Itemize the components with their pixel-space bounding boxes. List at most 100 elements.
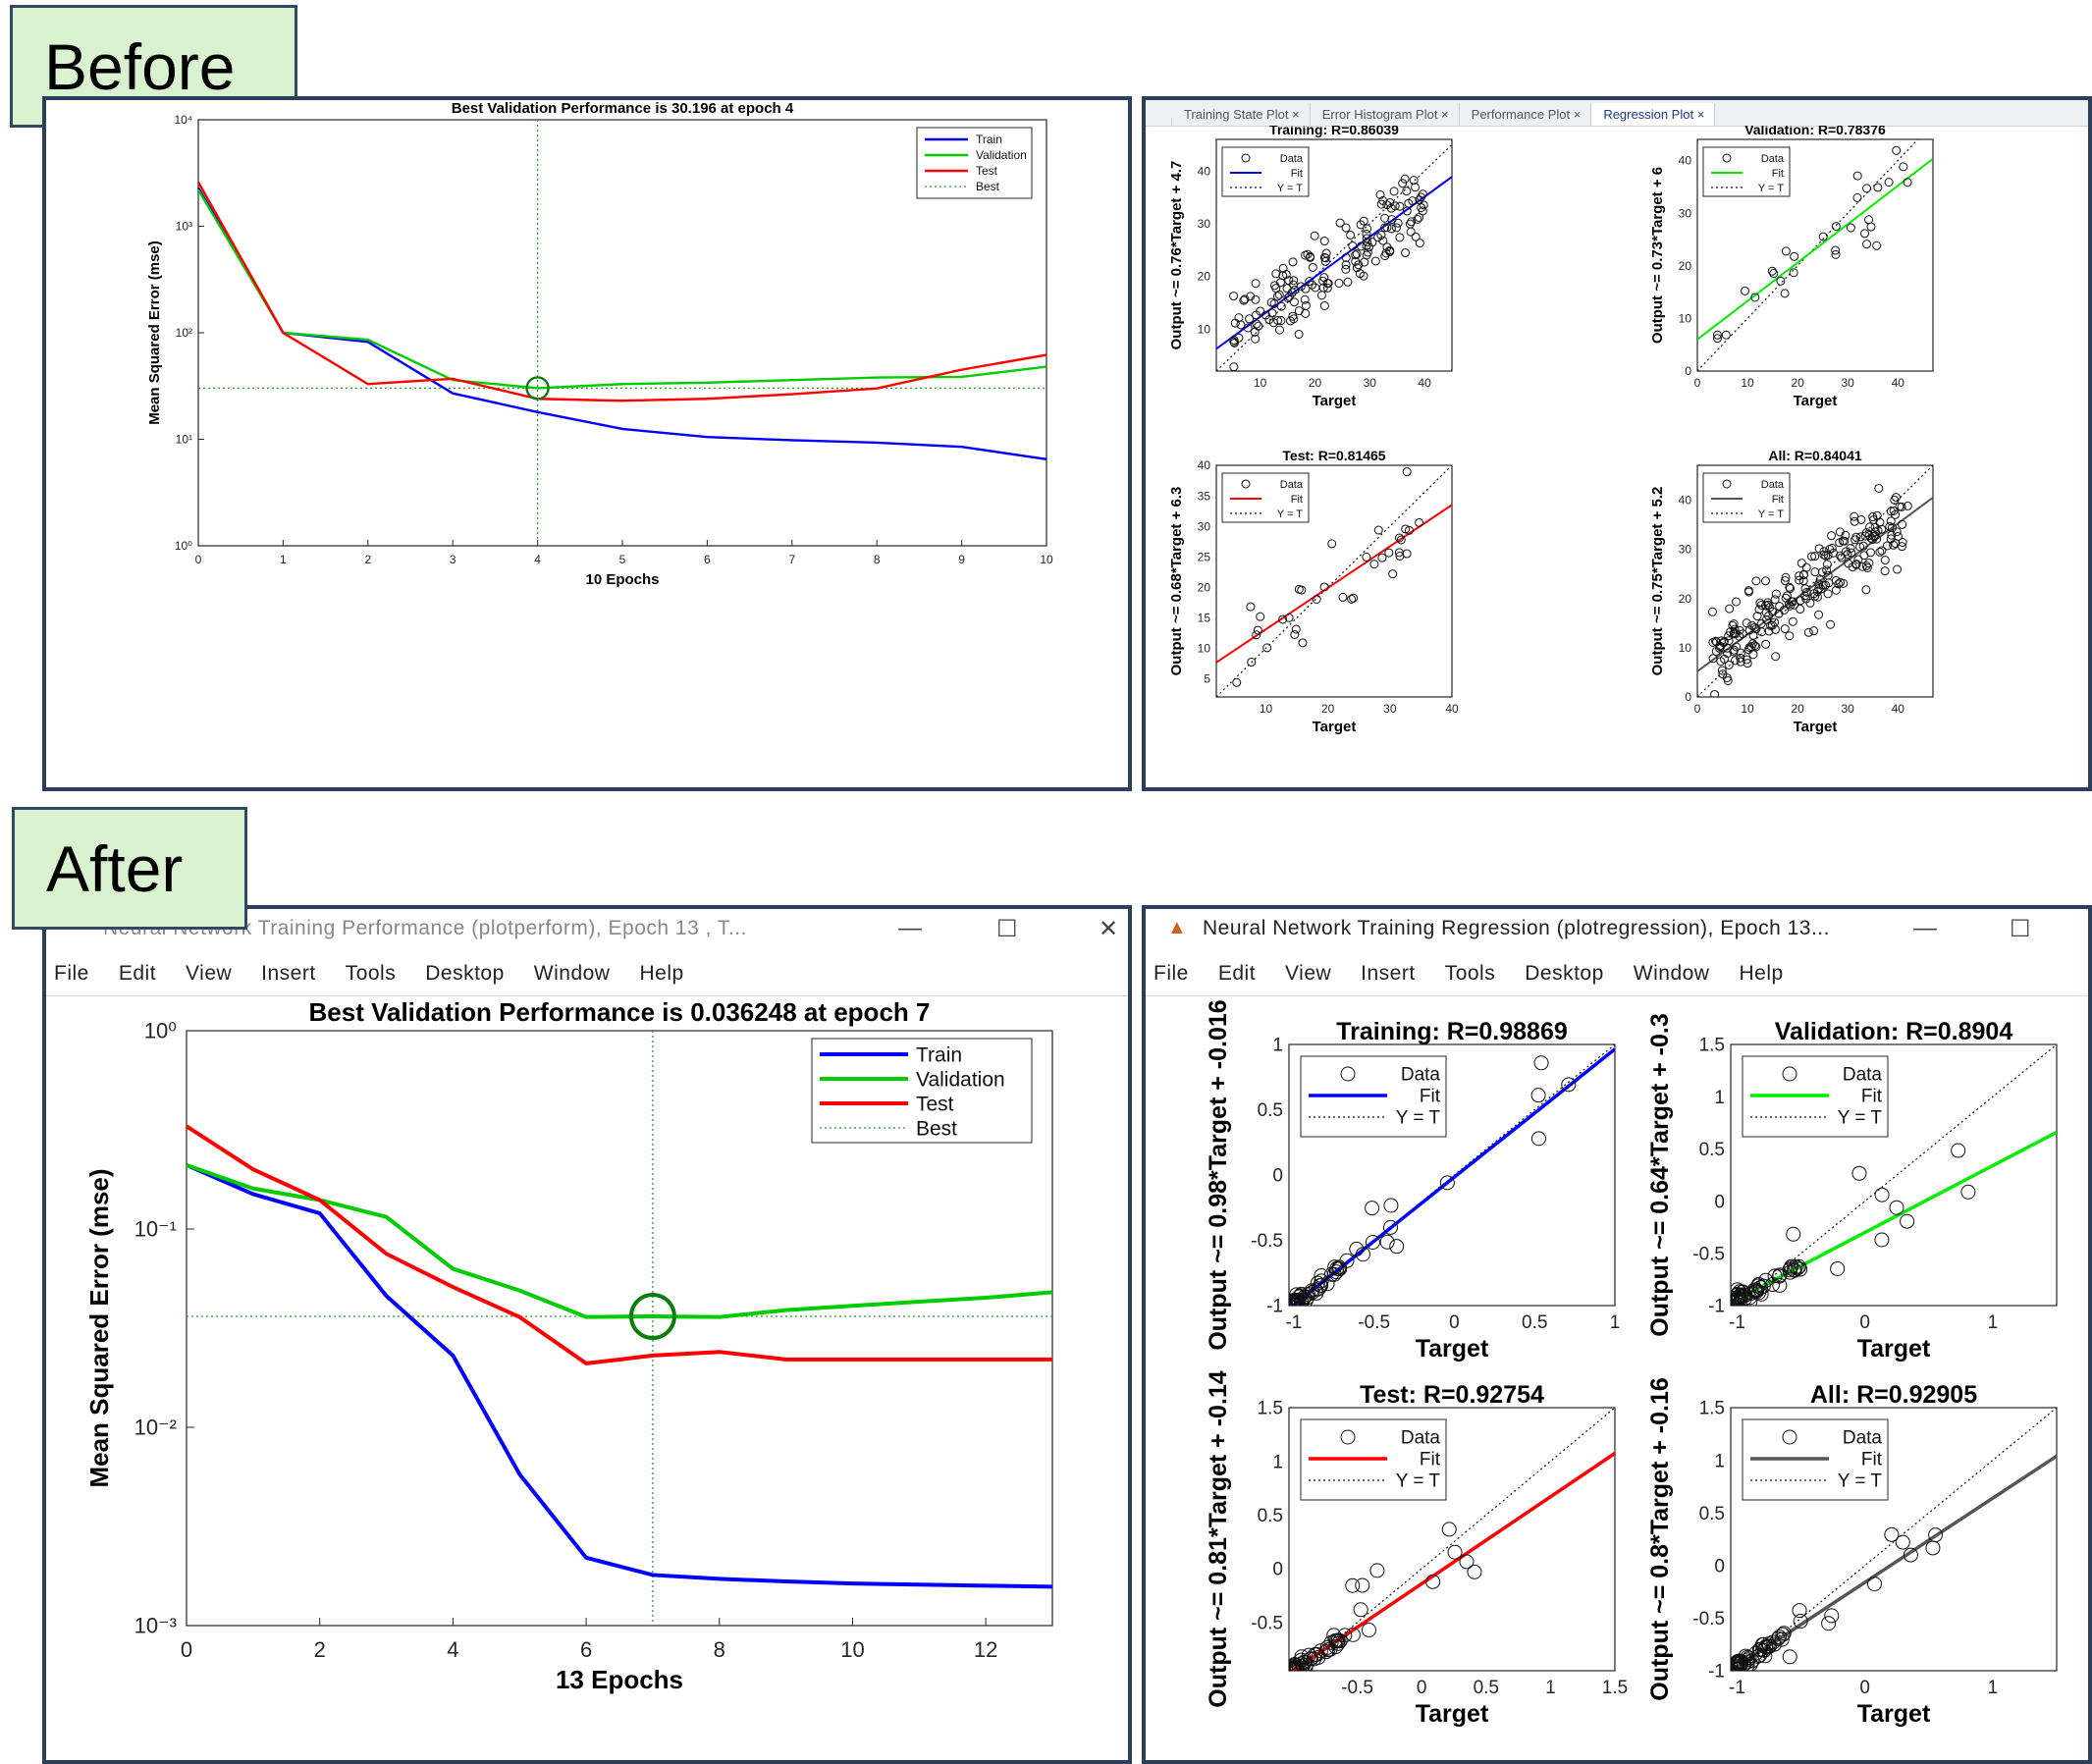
- data-point: [1839, 578, 1849, 588]
- data-point: [1782, 591, 1792, 601]
- minimize-icon[interactable]: —: [1913, 915, 1937, 941]
- data-point: [1851, 1165, 1867, 1181]
- data-point: [1731, 1655, 1745, 1671]
- data-point: [1306, 252, 1315, 262]
- menu-insert[interactable]: Insert: [1361, 962, 1416, 985]
- data-point: [1841, 547, 1851, 557]
- x-tick-label: 5: [619, 553, 626, 566]
- menu-edit[interactable]: Edit: [118, 962, 157, 985]
- data-point: [1271, 269, 1281, 279]
- data-point: [1385, 246, 1395, 256]
- data-point: [1327, 1259, 1343, 1275]
- identity-line: [1697, 139, 1919, 371]
- data-point: [1847, 548, 1856, 558]
- menu-window[interactable]: Window: [533, 962, 611, 985]
- legend-label: Data: [1280, 153, 1304, 165]
- menu-tools[interactable]: Tools: [1444, 962, 1496, 985]
- data-point: [1349, 1241, 1365, 1256]
- x-axis-label: Target: [1857, 1335, 1931, 1363]
- data-point: [1383, 1219, 1399, 1235]
- data-point: [1365, 1234, 1380, 1250]
- data-point: [1252, 319, 1261, 329]
- y-tick-label: 20: [1198, 580, 1211, 594]
- data-point: [1874, 1187, 1890, 1203]
- data-point: [1875, 517, 1885, 527]
- data-point: [1326, 1266, 1342, 1282]
- menu-help[interactable]: Help: [1739, 962, 1784, 985]
- menu-tools[interactable]: Tools: [345, 962, 397, 985]
- data-point: [1341, 252, 1351, 262]
- data-point: [1761, 615, 1771, 624]
- y-tick-label: 40: [1198, 458, 1211, 472]
- data-point: [1807, 552, 1817, 561]
- data-point: [1398, 179, 1408, 188]
- data-point: [1425, 1574, 1441, 1589]
- x-tick-label: 30: [1364, 376, 1377, 390]
- legend-label: Data: [1280, 479, 1304, 491]
- y-axis-label: Mean Squared Error (mse): [84, 1168, 114, 1487]
- data-point: [1801, 594, 1811, 604]
- data-point: [1898, 519, 1907, 529]
- menu-bar: File Edit View Insert Tools Desktop Wind…: [1146, 952, 2088, 996]
- data-point: [1823, 589, 1833, 599]
- x-tick-label: 0: [1417, 1678, 1427, 1698]
- menu-window[interactable]: Window: [1633, 962, 1710, 985]
- data-point: [1415, 517, 1424, 527]
- data-point: [1369, 1563, 1385, 1578]
- data-point: [1862, 562, 1872, 572]
- data-point: [1245, 314, 1255, 324]
- data-point: [1801, 587, 1811, 597]
- menu-file[interactable]: File: [1153, 962, 1189, 985]
- legend-label: Fit: [1772, 168, 1784, 180]
- y-tick-label: 40: [1679, 154, 1692, 168]
- x-axis-label: Target: [1794, 719, 1838, 735]
- menu-file[interactable]: File: [54, 962, 89, 985]
- tab-performance-plot[interactable]: Performance Plot ×: [1460, 103, 1592, 126]
- tab-training-state-plot[interactable]: Training State Plot ×: [1172, 103, 1311, 126]
- data-point: [1309, 1285, 1324, 1301]
- menu-desktop[interactable]: Desktop: [1525, 962, 1604, 985]
- data-point: [1386, 224, 1396, 234]
- x-tick-label: 0: [1859, 1678, 1870, 1698]
- data-point: [1866, 1577, 1882, 1592]
- data-point: [1301, 250, 1311, 260]
- x-tick-label: 10: [1040, 553, 1053, 566]
- window-title-bar[interactable]: ▲ Neural Network Training Regression (pl…: [1146, 909, 2088, 952]
- data-point: [1341, 264, 1351, 274]
- data-point: [1530, 1131, 1546, 1147]
- y-tick-label: 5: [1204, 672, 1210, 686]
- data-point: [1819, 550, 1829, 560]
- legend-label: Fit: [1420, 1087, 1441, 1107]
- maximize-icon[interactable]: ☐: [2010, 916, 2031, 942]
- menu-insert[interactable]: Insert: [261, 962, 316, 985]
- data-point: [1289, 1295, 1305, 1306]
- data-point: [1785, 582, 1795, 592]
- x-tick-label: 0: [1449, 1312, 1460, 1333]
- menu-view[interactable]: View: [186, 962, 233, 985]
- tab-regression-plot[interactable]: Regression Plot ×: [1591, 103, 1716, 126]
- x-tick-label: 9: [958, 553, 965, 566]
- after-label-text: After: [46, 831, 184, 905]
- y-tick-label: 0.5: [1699, 1140, 1725, 1160]
- data-point: [1925, 1540, 1941, 1556]
- menu-view[interactable]: View: [1285, 962, 1332, 985]
- subplot-title: Training: R=0.86039: [1269, 126, 1399, 137]
- data-point: [1749, 622, 1759, 632]
- data-point: [1308, 262, 1317, 272]
- data-point: [1289, 1660, 1304, 1671]
- y-tick-label: 0.5: [1258, 1506, 1283, 1526]
- data-point: [1708, 654, 1718, 664]
- minimize-icon[interactable]: —: [898, 915, 922, 941]
- tab-label: Error Histogram Plot: [1321, 107, 1438, 122]
- maximize-icon[interactable]: ☐: [996, 916, 1018, 942]
- menu-help[interactable]: Help: [639, 962, 684, 985]
- menu-edit[interactable]: Edit: [1217, 962, 1257, 985]
- data-point: [1792, 1603, 1807, 1619]
- data-point: [1356, 220, 1366, 230]
- data-point: [1278, 615, 1288, 624]
- close-icon[interactable]: ✕: [1099, 916, 1119, 942]
- x-tick-label: 1: [1988, 1312, 1999, 1333]
- data-point: [1262, 643, 1272, 653]
- tab-error-histogram-plot[interactable]: Error Histogram Plot ×: [1311, 103, 1460, 126]
- menu-desktop[interactable]: Desktop: [425, 962, 505, 985]
